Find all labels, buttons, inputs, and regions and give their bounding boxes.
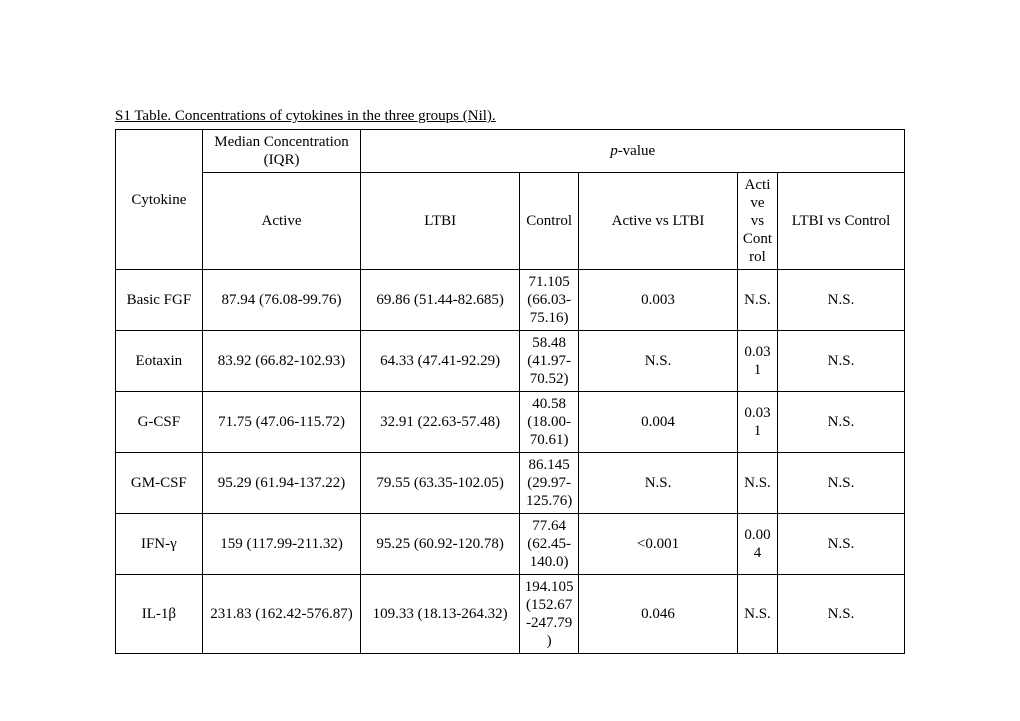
cell-control: 40.58 (18.00-70.61) <box>520 392 579 453</box>
cell-lvc: N.S. <box>778 575 905 654</box>
cell-avc: 0.031 <box>737 392 777 453</box>
cell-avl: 0.046 <box>579 575 738 654</box>
cell-cytokine: IFN-γ <box>116 514 203 575</box>
col-header-median: Median Concentration (IQR) <box>202 130 361 173</box>
cell-ltbi: 69.86 (51.44-82.685) <box>361 270 520 331</box>
cell-cytokine: GM-CSF <box>116 453 203 514</box>
table-title: S1 Table. Concentrations of cytokines in… <box>115 108 905 125</box>
cell-active: 87.94 (76.08-99.76) <box>202 270 361 331</box>
cell-ltbi: 79.55 (63.35-102.05) <box>361 453 520 514</box>
cell-ltbi: 109.33 (18.13-264.32) <box>361 575 520 654</box>
p-suffix: -value <box>618 143 655 159</box>
table-body: Basic FGF 87.94 (76.08-99.76) 69.86 (51.… <box>116 270 905 654</box>
col-header-lvc: LTBI vs Control <box>778 173 905 270</box>
cell-avl: 0.004 <box>579 392 738 453</box>
cell-active: 71.75 (47.06-115.72) <box>202 392 361 453</box>
col-header-avl: Active vs LTBI <box>579 173 738 270</box>
cell-cytokine: Eotaxin <box>116 331 203 392</box>
cell-lvc: N.S. <box>778 392 905 453</box>
cell-lvc: N.S. <box>778 331 905 392</box>
cell-lvc: N.S. <box>778 270 905 331</box>
cell-control: 77.64 (62.45-140.0) <box>520 514 579 575</box>
cell-avc: N.S. <box>737 453 777 514</box>
table-row: Basic FGF 87.94 (76.08-99.76) 69.86 (51.… <box>116 270 905 331</box>
cell-active: 231.83 (162.42-576.87) <box>202 575 361 654</box>
col-header-cytokine: Cytokine <box>116 130 203 270</box>
header-row-2: Active LTBI Control Active vs LTBI Activ… <box>116 173 905 270</box>
cell-control: 58.48 (41.97-70.52) <box>520 331 579 392</box>
cell-active: 95.29 (61.94-137.22) <box>202 453 361 514</box>
col-header-ltbi: LTBI <box>361 173 520 270</box>
p-italic: p <box>610 143 618 159</box>
cell-active: 83.92 (66.82-102.93) <box>202 331 361 392</box>
cell-avc: N.S. <box>737 270 777 331</box>
cell-cytokine: Basic FGF <box>116 270 203 331</box>
cytokine-table: Cytokine Median Concentration (IQR) p-va… <box>115 129 905 654</box>
cell-avc: N.S. <box>737 575 777 654</box>
table-row: GM-CSF 95.29 (61.94-137.22) 79.55 (63.35… <box>116 453 905 514</box>
col-header-active: Active <box>202 173 361 270</box>
col-header-control: Control <box>520 173 579 270</box>
cell-lvc: N.S. <box>778 514 905 575</box>
cell-avl: <0.001 <box>579 514 738 575</box>
table-row: IL-1β 231.83 (162.42-576.87) 109.33 (18.… <box>116 575 905 654</box>
table-row: IFN-γ 159 (117.99-211.32) 95.25 (60.92-1… <box>116 514 905 575</box>
cell-ltbi: 95.25 (60.92-120.78) <box>361 514 520 575</box>
cell-control: 71.105 (66.03-75.16) <box>520 270 579 331</box>
cell-lvc: N.S. <box>778 453 905 514</box>
cell-avl: N.S. <box>579 453 738 514</box>
table-head: Cytokine Median Concentration (IQR) p-va… <box>116 130 905 270</box>
cell-cytokine: G-CSF <box>116 392 203 453</box>
cell-active: 159 (117.99-211.32) <box>202 514 361 575</box>
content-area: S1 Table. Concentrations of cytokines in… <box>115 108 905 654</box>
cell-avc: 0.031 <box>737 331 777 392</box>
cell-avc: 0.004 <box>737 514 777 575</box>
cell-control: 194.105 (152.67-247.79) <box>520 575 579 654</box>
cell-avl: N.S. <box>579 331 738 392</box>
col-header-pvalue: p-value <box>361 130 905 173</box>
page: S1 Table. Concentrations of cytokines in… <box>0 0 1020 721</box>
cell-ltbi: 64.33 (47.41-92.29) <box>361 331 520 392</box>
cell-ltbi: 32.91 (22.63-57.48) <box>361 392 520 453</box>
cell-cytokine: IL-1β <box>116 575 203 654</box>
cell-avl: 0.003 <box>579 270 738 331</box>
header-row-1: Cytokine Median Concentration (IQR) p-va… <box>116 130 905 173</box>
table-row: Eotaxin 83.92 (66.82-102.93) 64.33 (47.4… <box>116 331 905 392</box>
cell-control: 86.145 (29.97-125.76) <box>520 453 579 514</box>
col-header-avc: Active vs Control <box>737 173 777 270</box>
table-row: G-CSF 71.75 (47.06-115.72) 32.91 (22.63-… <box>116 392 905 453</box>
